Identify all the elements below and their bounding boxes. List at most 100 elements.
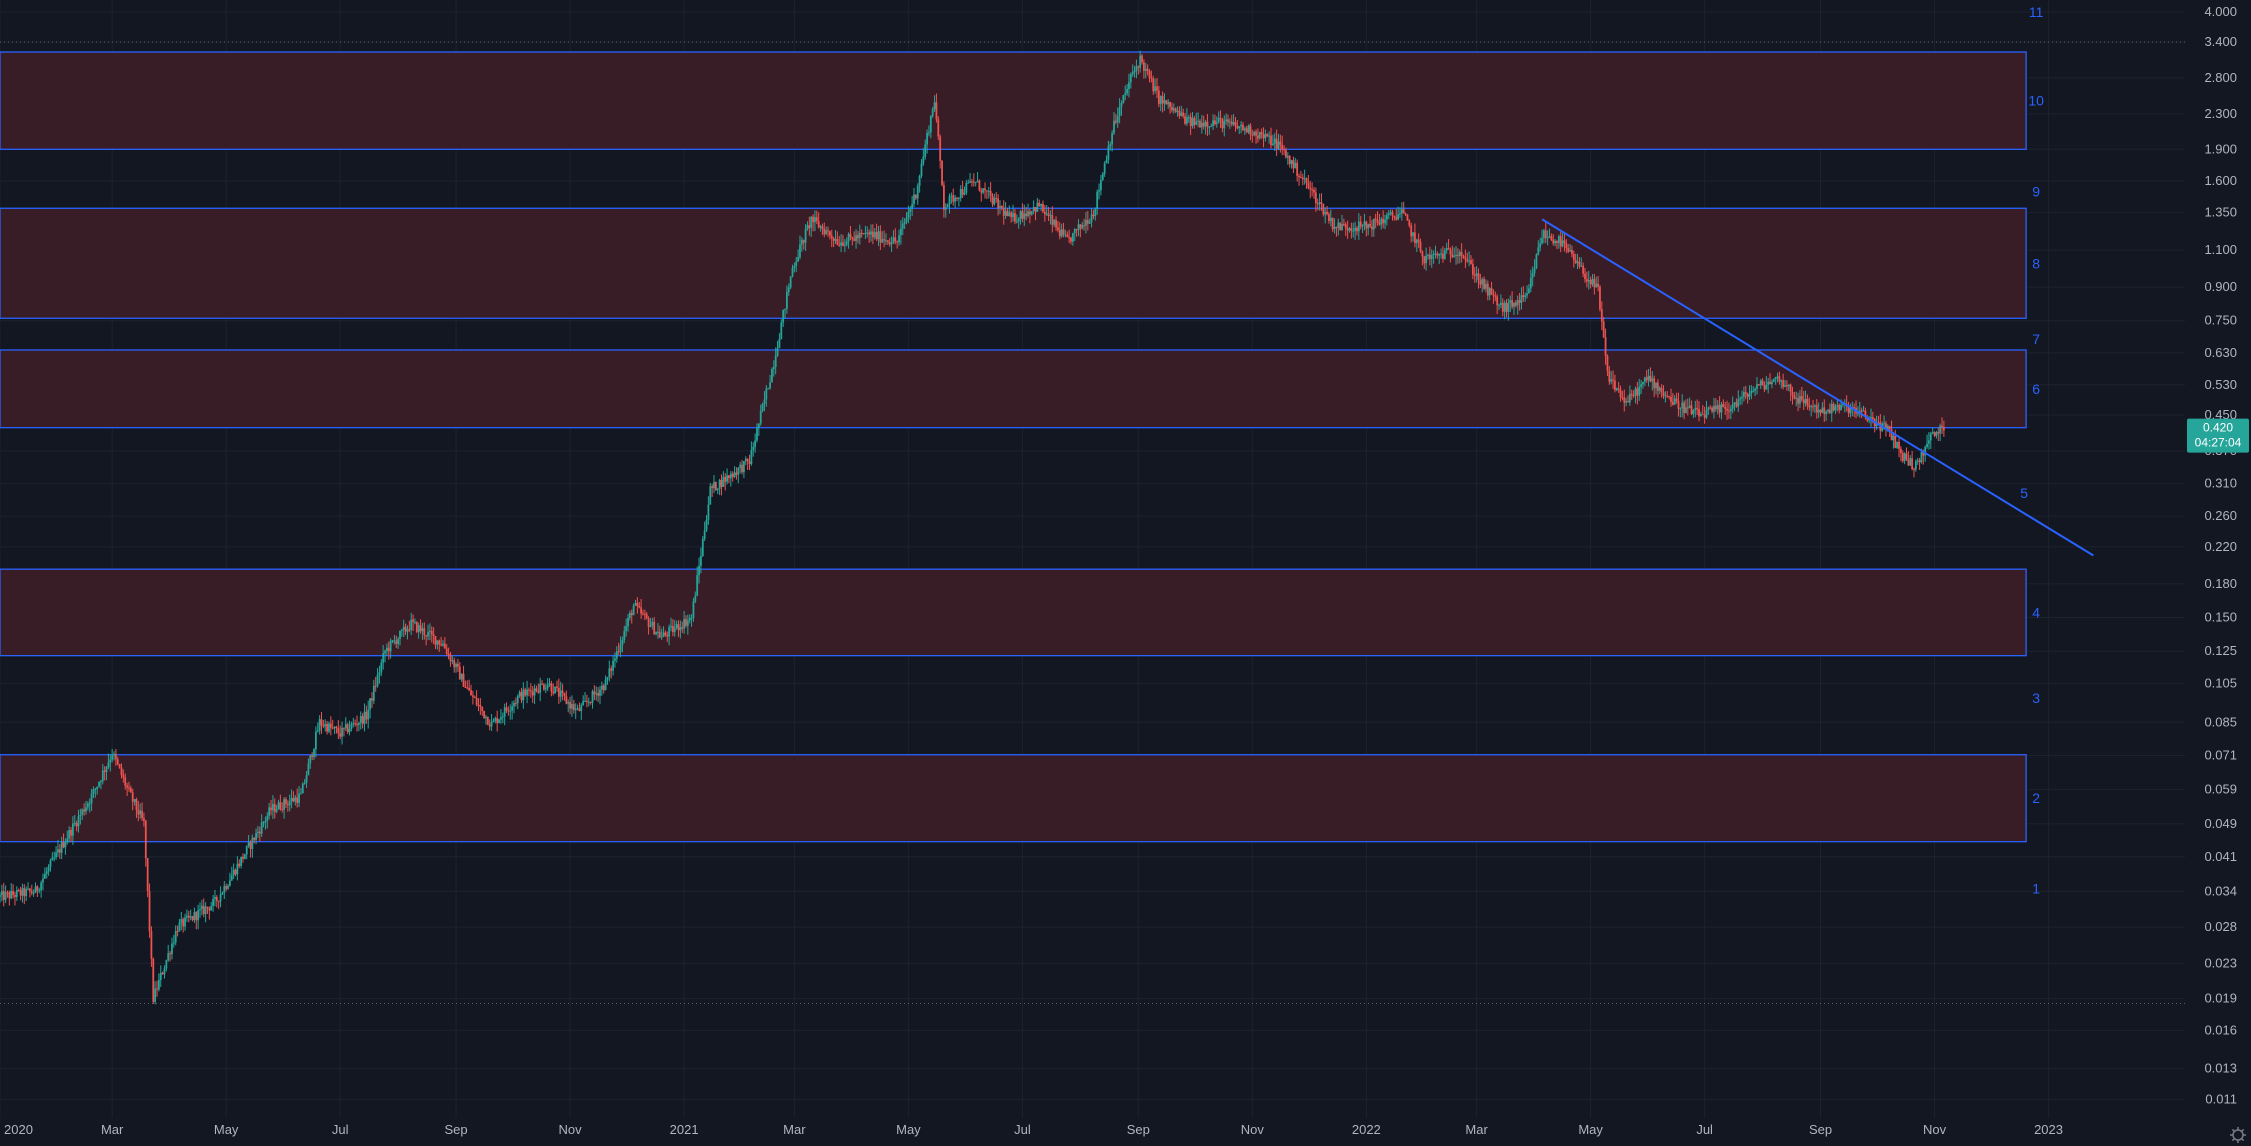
candle-body [105,766,108,772]
candle-body [359,716,362,723]
candle-body [1331,218,1334,230]
candle-body [1657,382,1659,391]
candle-body [1042,203,1044,212]
candle-body [468,687,471,691]
candle-body [866,232,869,234]
candle-body [1744,392,1747,394]
candle-body [146,858,149,892]
candle-body [1862,410,1865,412]
resistance-zone[interactable] [0,568,2027,657]
time-tick-label: Sep [1809,1122,1832,1137]
candle-body [365,711,368,720]
candle-body [658,631,661,638]
candle-body [264,820,267,823]
candle-body [828,231,831,236]
candle-body [501,716,504,718]
candle-body [1079,224,1082,229]
candle-body [1832,403,1835,411]
candle-body [1840,404,1842,411]
price-axis[interactable]: 4.000 3.400 2.800 2.300 1.900 1.600 1.350 1.100… [2185,0,2251,1146]
candle-body [1425,255,1428,264]
candle-body [1406,214,1409,221]
candle-body [668,627,671,637]
candle-body [21,888,24,896]
price-tick-label: 0.011 [2205,1091,2237,1106]
candle-body [464,686,467,688]
candle-body [1769,381,1771,385]
candle-body [533,688,536,696]
candle-body [1257,135,1259,139]
candle-body [989,190,992,196]
candle-body [64,842,67,848]
gear-icon[interactable] [2230,1127,2246,1143]
candle-body [1399,213,1401,215]
candle-body [1281,144,1284,150]
candle-body [1105,159,1108,164]
candle-body [1217,117,1220,123]
candle-body [688,617,691,621]
candle-body [1326,211,1328,215]
candle-body [376,674,379,686]
candle-body [599,689,601,696]
candle-body [281,809,284,811]
candle-body [782,309,785,323]
candle-body [886,240,889,242]
candle-body [1208,126,1211,128]
trendline-layer[interactable] [1541,218,2094,557]
candle-body [997,198,1000,208]
price-tick-label: 0.310 [2204,476,2237,491]
time-axis[interactable]: 2020 Mar May Jul Sep Nov 2021 Mar May Jul Sep Nov 20… [4,1122,2063,1137]
candle-body [1372,218,1375,230]
resistance-zone[interactable] [0,349,2027,429]
candle-body [1090,214,1093,222]
candle-body [217,900,220,902]
candle-body [907,211,910,218]
candle-body [1133,70,1136,73]
time-tick-label: Nov [1923,1122,1947,1137]
candle-body [748,461,751,465]
candle-body [1492,294,1495,296]
candle-body [369,698,371,710]
candle-body [1342,224,1345,226]
candle-body [1311,189,1314,191]
resistance-zone[interactable] [0,754,2027,843]
candle-body [679,627,682,631]
candle-body [948,196,951,205]
candle-body [1466,259,1469,262]
candle-body [1825,411,1828,415]
candle-body [524,689,527,696]
candle-body [1500,302,1502,305]
candle-body [1253,131,1256,136]
candle-body [1417,239,1420,243]
candle-body [73,822,76,824]
candle-body [1367,224,1370,229]
candle-body [195,912,198,921]
candle-body [30,891,33,893]
candle-body [270,807,272,811]
candle-body [296,797,299,803]
candle-body [1182,112,1185,117]
candle-body [1025,213,1028,216]
candle-body [772,367,775,370]
time-tick-label: 2023 [2034,1122,2063,1137]
candle-body [1604,337,1607,356]
candle-body [101,770,104,782]
candle-body [1328,214,1330,222]
candle-body [1027,211,1029,216]
candle-body [1557,236,1560,243]
candle-body [1156,86,1158,91]
time-tick-label: 2021 [670,1122,699,1137]
candle-body [898,235,900,243]
price-tick-label: 0.630 [2204,345,2237,360]
resistance-zone[interactable] [0,207,2027,319]
resistance-zone[interactable] [0,51,2027,150]
candle-body [1541,238,1543,244]
downtrend-line[interactable] [1541,218,2094,557]
candle-body [279,802,282,810]
candle-body [957,198,960,200]
candle-body [845,241,848,245]
candle-body [769,382,771,389]
candle-body [1942,427,1945,431]
zone-number-label: 2 [2032,790,2040,806]
